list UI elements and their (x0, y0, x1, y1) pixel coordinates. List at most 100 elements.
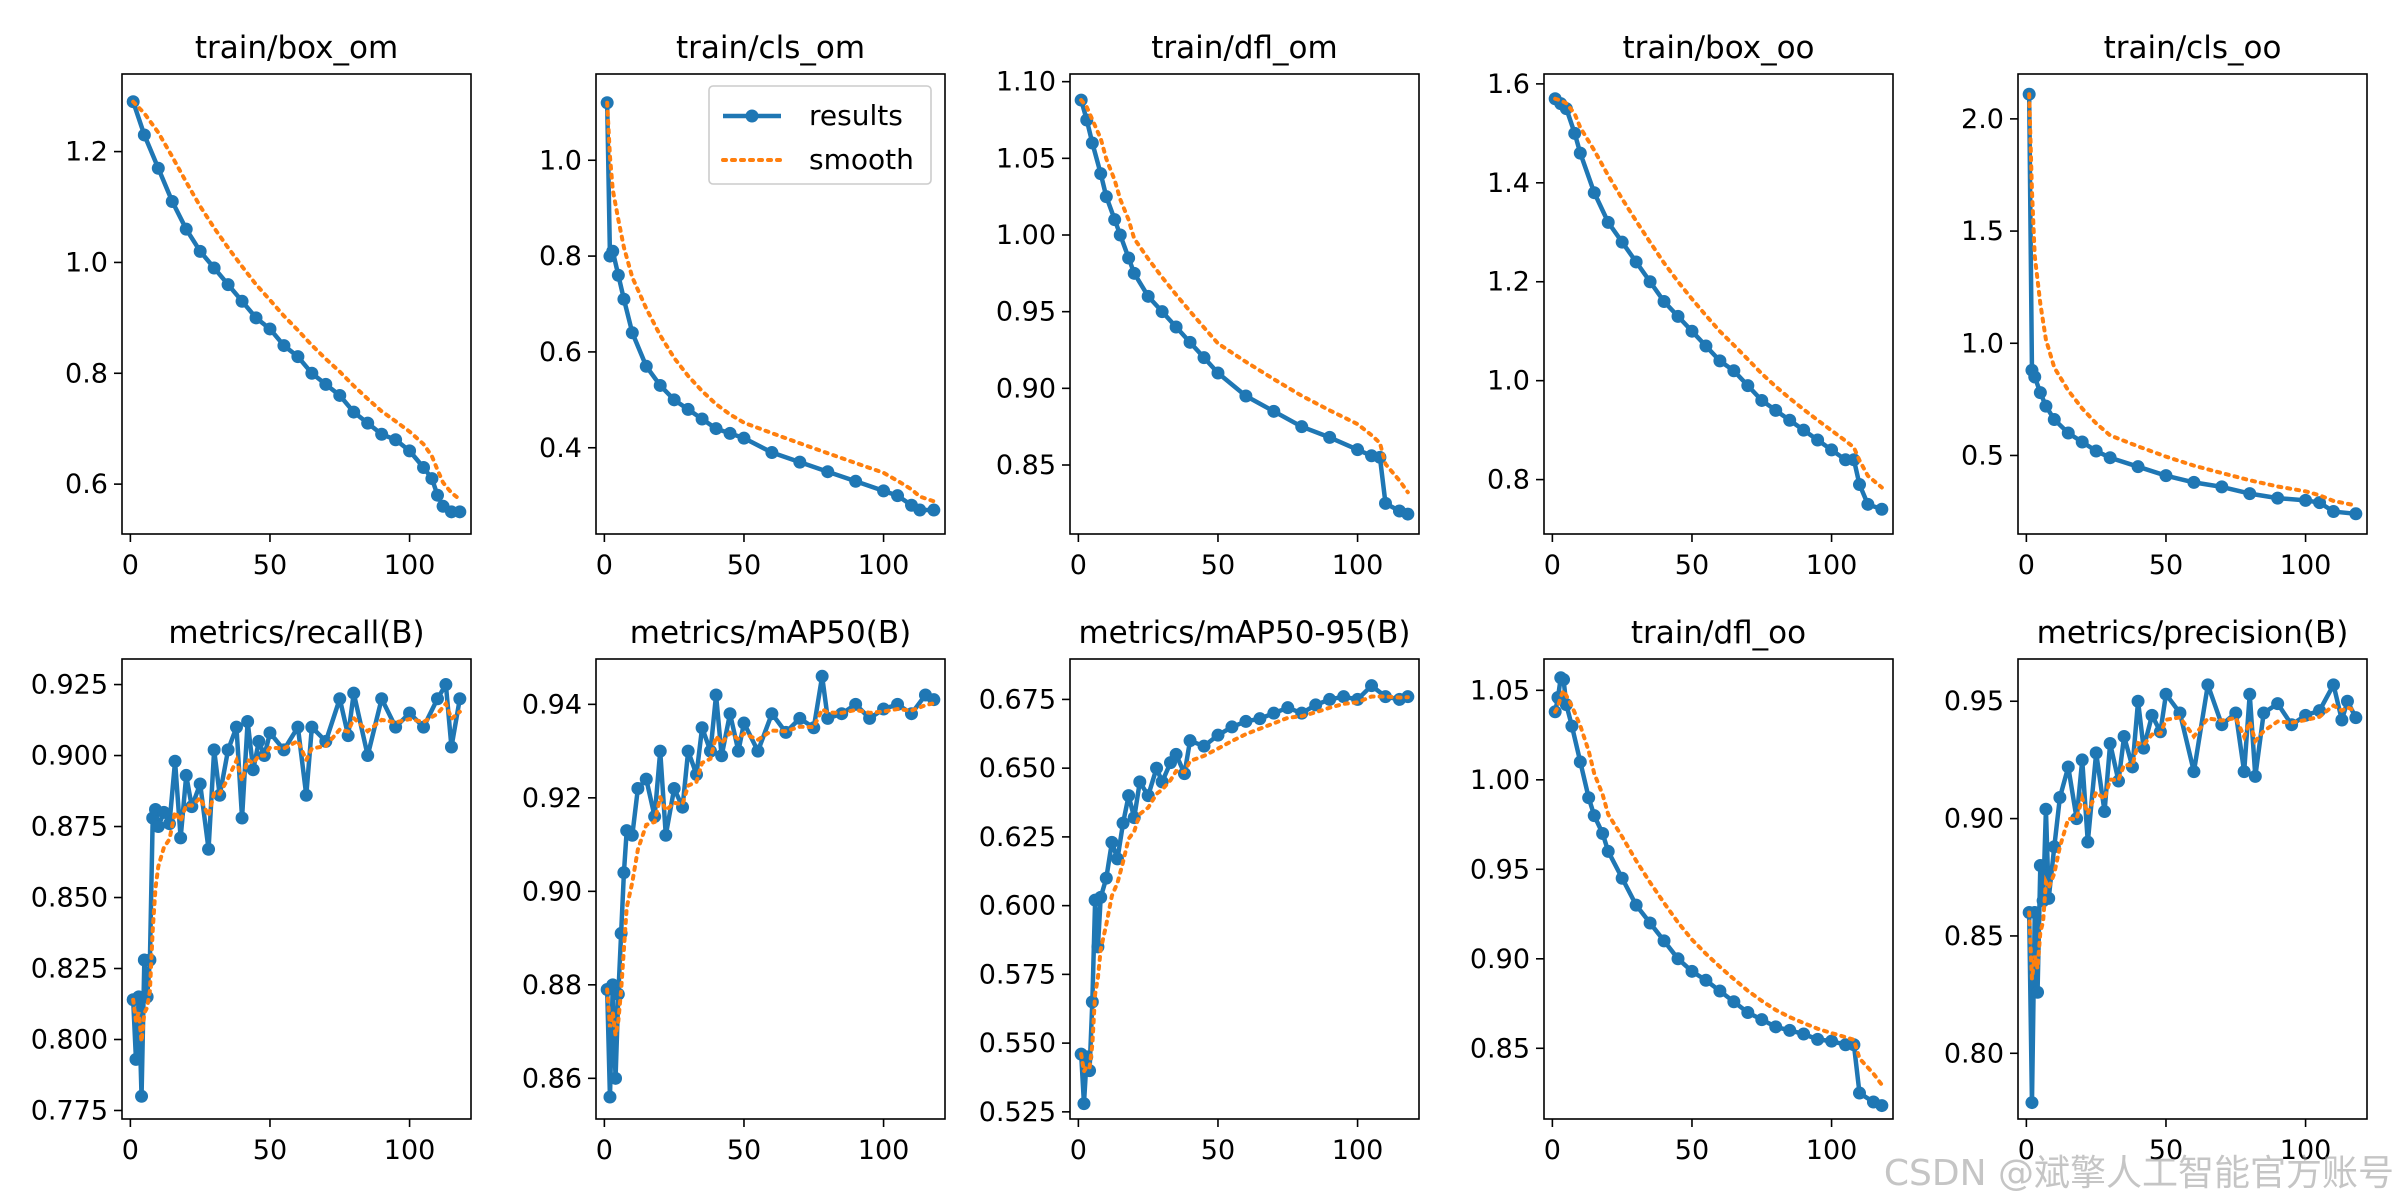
results-point (1105, 835, 1119, 849)
results-point (849, 474, 863, 488)
results-point (681, 402, 695, 416)
results-point (723, 707, 737, 721)
results-point (1727, 995, 1741, 1009)
x-tick-label: 0 (1070, 1135, 1087, 1166)
y-tick-label: 0.90 (1470, 944, 1530, 975)
results-point (1197, 351, 1211, 365)
results-point (2187, 475, 2201, 489)
results-point (2103, 451, 2117, 465)
results-point (1239, 389, 1253, 403)
results-point (1825, 1034, 1839, 1048)
results-point (241, 714, 255, 728)
y-tick-label: 0.650 (979, 753, 1056, 784)
results-point (2081, 835, 2095, 849)
x-tick-label: 50 (2149, 550, 2183, 581)
results-point (1643, 275, 1657, 289)
axes-frame (121, 73, 472, 535)
results-point (2117, 729, 2131, 743)
y-tick-label: 0.90 (996, 373, 1056, 404)
y-tick-label: 0.95 (996, 297, 1056, 328)
y-tick-label: 1.0 (539, 145, 582, 176)
results-point (606, 244, 620, 258)
results-point (1267, 404, 1281, 418)
results-point (1713, 984, 1727, 998)
results-point (1113, 228, 1127, 242)
y-tick-label: 1.00 (996, 220, 1056, 251)
results-point (1211, 728, 1225, 742)
y-tick-label: 0.90 (522, 876, 582, 907)
results-point (1587, 809, 1601, 823)
results-point (1573, 146, 1587, 160)
x-tick-label: 100 (384, 550, 436, 581)
y-tick-label: 1.4 (1487, 168, 1530, 199)
results-point (1401, 507, 1415, 521)
results-point (1699, 973, 1713, 987)
results-point (2187, 765, 2201, 779)
results-line (1078, 683, 1409, 1106)
results-point (249, 311, 263, 325)
results-point (2098, 805, 2112, 819)
results-point (2299, 493, 2313, 507)
results-point (2326, 505, 2340, 519)
y-tick-label: 0.85 (1470, 1033, 1530, 1064)
subplot-3: train/dfl_om 0 50 100 0.85 0.90 0.95 1.00 1.05 1.… (996, 30, 1420, 581)
x-tick-label: 0 (2018, 1135, 2035, 1166)
x-tick-label: 50 (727, 1135, 761, 1166)
y-tick-label: 0.5 (1961, 440, 2004, 471)
subplot-title: metrics/mAP50(B) (630, 615, 911, 651)
results-point (2237, 765, 2251, 779)
legend: results smooth (708, 85, 932, 185)
results-point (291, 350, 305, 364)
results-point (709, 688, 723, 702)
axes-frame (595, 658, 946, 1120)
x-tick-label: 100 (2280, 550, 2332, 581)
results-point (157, 805, 171, 819)
axes-frame (1543, 658, 1894, 1120)
results-point (207, 743, 221, 757)
y-tick-label: 0.95 (1944, 686, 2004, 717)
results-point (2047, 413, 2061, 427)
y-tick-label: 0.4 (539, 433, 582, 464)
results-point (1267, 706, 1281, 720)
subplot-1: train/box_om 0 50 100 0.6 0.8 1.0 1.2 (65, 30, 472, 581)
results-point (737, 431, 751, 445)
results-point (299, 788, 313, 802)
y-tick-label: 0.825 (31, 954, 108, 985)
results-point (863, 711, 877, 725)
y-tick-label: 0.800 (31, 1024, 108, 1055)
results-point (179, 222, 193, 236)
results-point (2229, 706, 2243, 720)
y-tick-label: 0.600 (979, 891, 1056, 922)
y-tick-label: 0.900 (31, 741, 108, 772)
results-point (2335, 713, 2349, 727)
results-point (1559, 102, 1573, 116)
subplot-title: metrics/precision(B) (2037, 615, 2349, 651)
results-point (1671, 309, 1685, 323)
results-point (361, 749, 375, 763)
subplot-title: train/box_om (195, 30, 398, 66)
x-tick-label: 0 (122, 1135, 139, 1166)
y-tick-label: 0.8 (65, 358, 108, 389)
smooth-line (2027, 92, 2358, 508)
results-point (319, 377, 333, 391)
results-point (1741, 379, 1755, 393)
results-point (2201, 678, 2215, 692)
results-point (417, 720, 431, 734)
x-tick-label: 0 (596, 550, 613, 581)
results-point (2031, 985, 2045, 999)
results-point (1108, 213, 1122, 227)
smooth-line (131, 699, 462, 1042)
results-point (333, 692, 347, 706)
subplot-4: train/box_oo 0 50 100 0.8 1.0 1.2 1.4 1.6 (1487, 30, 1894, 581)
y-tick-label: 0.92 (522, 783, 582, 814)
results-point (1875, 1099, 1889, 1113)
results-point (1253, 712, 1267, 726)
results-point (2243, 687, 2257, 701)
results-point (1755, 1013, 1769, 1027)
results-point (1239, 714, 1253, 728)
results-point (2248, 769, 2262, 783)
y-tick-label: 1.0 (65, 247, 108, 278)
subplot-2: train/cls_om 0 50 100 0.4 0.6 0.8 1.0 results smo… (539, 30, 946, 581)
results-point (229, 720, 243, 734)
results-point (913, 503, 927, 517)
